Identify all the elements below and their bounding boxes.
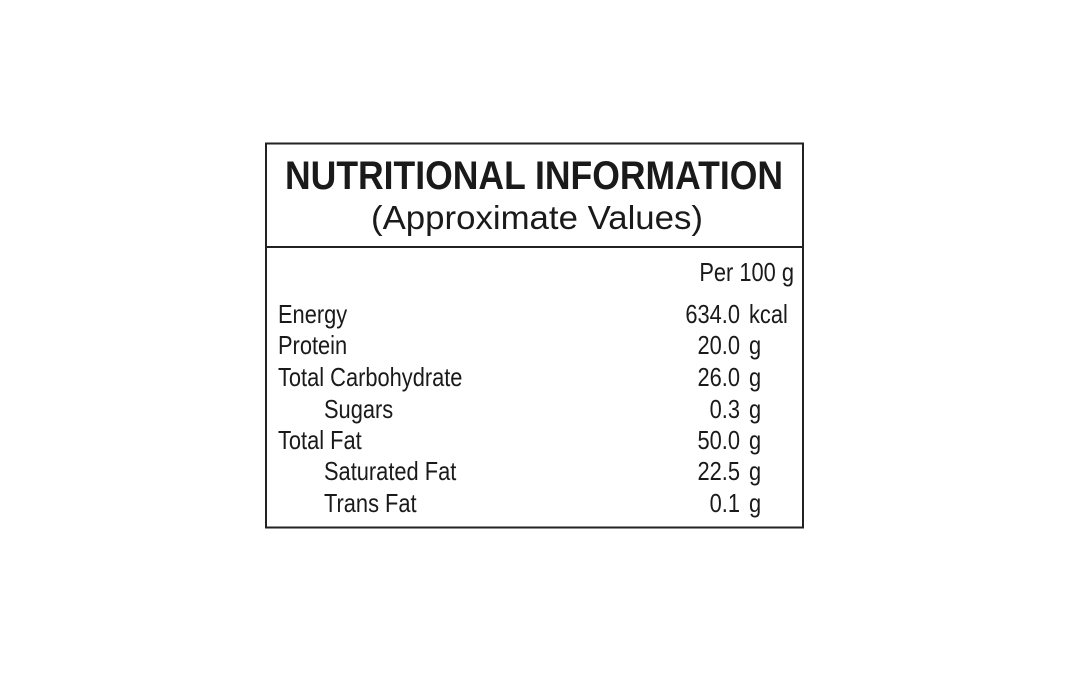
nutrient-unit: kcal — [749, 300, 788, 329]
nutrient-label: Total Fat — [278, 426, 362, 455]
table-border — [265, 142, 804, 529]
nutrient-unit: g — [749, 489, 761, 518]
nutrient-value: 50.0 — [698, 426, 740, 455]
nutrient-unit: g — [749, 363, 761, 392]
nutrient-value: 20.0 — [698, 331, 740, 360]
nutrient-label: Saturated Fat — [324, 457, 457, 486]
nutrient-label: Trans Fat — [324, 489, 417, 518]
nutrient-label: Energy — [278, 300, 347, 329]
title: NUTRITIONAL INFORMATION — [285, 154, 783, 198]
nutrient-label: Sugars — [324, 395, 393, 424]
nutrient-label: Protein — [278, 331, 347, 360]
nutrient-unit: g — [749, 457, 761, 486]
nutrient-value: 22.5 — [698, 457, 740, 486]
nutrient-label: Total Carbohydrate — [278, 363, 462, 392]
column-header: Per 100 g — [699, 258, 794, 287]
nutrient-value: 26.0 — [698, 363, 740, 392]
nutrient-value: 0.3 — [710, 395, 740, 424]
subtitle: (Approximate Values) — [371, 199, 703, 236]
nutrient-unit: g — [749, 426, 761, 455]
nutrient-unit: g — [749, 331, 761, 360]
nutrient-value: 634.0 — [685, 300, 740, 329]
nutrient-unit: g — [749, 395, 761, 424]
nutrient-value: 0.1 — [710, 489, 740, 518]
